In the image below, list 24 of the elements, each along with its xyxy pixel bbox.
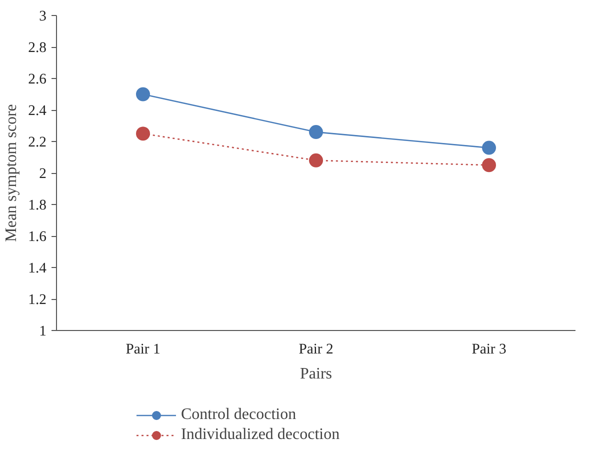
y-tick-label: 1.2	[28, 292, 47, 308]
point	[309, 125, 323, 140]
y-tick-label: 2.2	[28, 134, 47, 150]
point	[136, 87, 150, 102]
point	[136, 126, 150, 141]
y-tick-label: 1.4	[28, 260, 48, 276]
x-tick-label: Pair 2	[298, 342, 334, 358]
point	[309, 153, 323, 168]
legend-label: Individualized decoction	[181, 426, 340, 444]
y-tick-label: 1.8	[28, 198, 47, 214]
y-axis-title: Mean symptom score	[3, 104, 20, 242]
y-tick-label: 2.4	[28, 103, 48, 119]
y-tick-label: 2	[39, 166, 46, 182]
y-tick-label: 3	[39, 8, 46, 24]
legend-label: Control decoction	[181, 406, 296, 424]
y-tick-label: 2.6	[28, 72, 47, 88]
y-tick-label: 2.8	[28, 40, 47, 56]
point	[482, 158, 496, 172]
point	[482, 140, 496, 155]
x-axis-title: Pairs	[300, 366, 332, 382]
x-tick-label: Pair 3	[472, 342, 506, 358]
x-tick-label: Pair 1	[126, 342, 160, 358]
y-tick-label: 1	[39, 324, 46, 340]
y-tick-label: 1.6	[28, 229, 47, 245]
